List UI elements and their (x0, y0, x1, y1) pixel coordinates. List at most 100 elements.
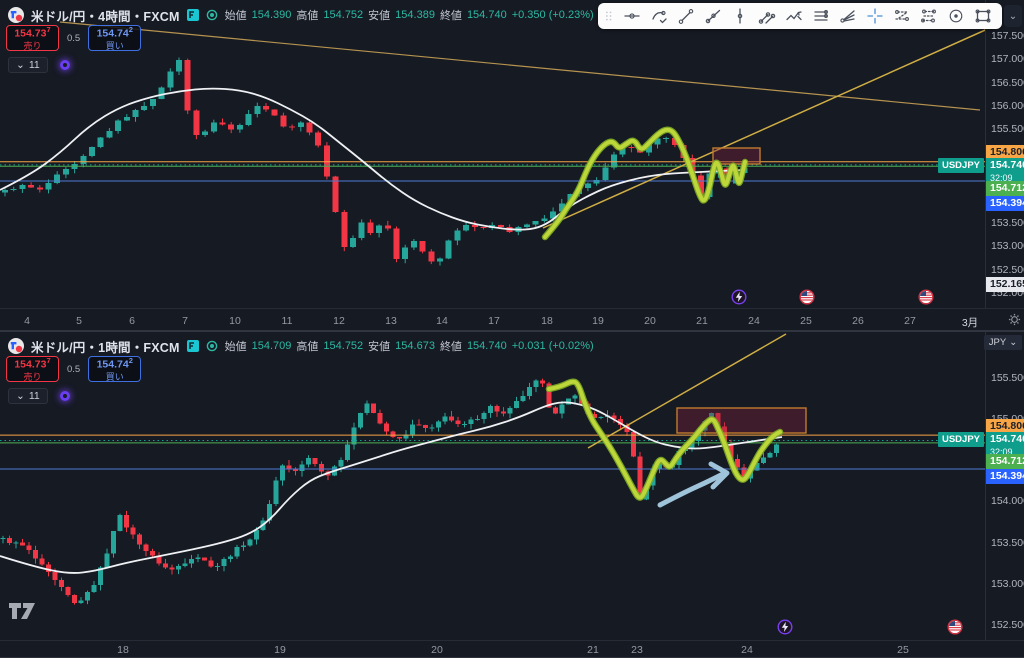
fib-channel-tool-icon[interactable] (889, 5, 914, 27)
time-tick: 6 (129, 315, 135, 327)
time-axis[interactable]: 18 19 20 21 23 24 25 (0, 640, 1024, 658)
time-tick: 10 (229, 315, 241, 327)
earnings-bolt-event-icon[interactable] (731, 289, 747, 305)
price-label: 154.806 (986, 145, 1024, 160)
change-readout: +0.031 (+0.02%) (511, 340, 594, 352)
sell-button[interactable]: 154.737 売り (6, 356, 59, 382)
time-tick: 5 (76, 315, 82, 327)
indicators-collapsed-pill[interactable]: ⌄ 11 (8, 57, 48, 73)
spread-value: 0.5 (67, 32, 81, 44)
indicator-status-icon[interactable] (59, 60, 70, 70)
cross-line-tool-icon[interactable] (619, 5, 644, 27)
time-tick: 20 (431, 644, 443, 656)
price-label: 154.74032:09 (986, 158, 1024, 184)
trade-widget-4h: 154.737 売り 0.5 154.742 買い (6, 25, 142, 51)
fxcm-logo-icon (186, 9, 199, 21)
earnings-bolt-event-icon[interactable] (777, 619, 793, 635)
chart-panel-4h: 米ドル/円・4時間・FXCM 始値 154.390 高値 154.752 安値 154… (0, 0, 1024, 331)
ray-tool-icon[interactable] (700, 5, 725, 27)
price-axis[interactable]: 155.500155.000154.000153.500153.000152.5… (985, 331, 1024, 640)
chevron-down-icon: ⌄ (16, 59, 25, 71)
trade-widget-1h: 154.737 売り 0.5 154.742 買い (6, 356, 142, 382)
vertical-line-tool-icon[interactable] (727, 5, 752, 27)
time-tick: 13 (385, 315, 397, 327)
price-tick: 153.000 (991, 240, 1024, 253)
time-tick: 25 (897, 644, 909, 656)
tradingview-symbol-logo-icon[interactable] (8, 7, 24, 23)
brush-tool-icon[interactable] (646, 5, 671, 27)
chevron-down-icon: ⌄ (1009, 337, 1018, 348)
time-tick: 19 (274, 644, 286, 656)
pitchfork-tool-icon[interactable] (835, 5, 860, 27)
market-status-icon[interactable] (206, 9, 218, 21)
price-tick: 155.500 (991, 123, 1024, 136)
price-label: 154.712 (986, 181, 1024, 196)
price-chart-canvas[interactable] (0, 331, 985, 640)
time-tick: 21 (696, 315, 708, 327)
price-axis[interactable]: 157.500 157.000 156.500 156.000 155.500 153.5… (985, 0, 1024, 308)
indicator-legend-4h: ⌄ 11 (8, 57, 70, 73)
time-tick: 27 (904, 315, 916, 327)
price-label: 154.394 (986, 469, 1024, 484)
tradingview-logo[interactable] (8, 599, 42, 628)
time-tick: 4 (24, 315, 30, 327)
sell-button[interactable]: 154.737 売り (6, 25, 59, 51)
parallel-channel-tool-icon[interactable] (754, 5, 779, 27)
us-economic-event-flag-icon[interactable] (918, 289, 934, 305)
change-readout: +0.350 (+0.23%) (511, 9, 594, 21)
price-label: 154.394 (986, 196, 1024, 211)
symbol-price-tag: USDJPY (938, 432, 984, 447)
chart-header-1h: 米ドル/円・1時間・FXCM 始値 154.709 高値 154.752 安値 154… (8, 337, 594, 355)
price-label: 154.74032:09 (986, 432, 1024, 458)
time-tick: 18 (117, 644, 129, 656)
drawing-toolbar (598, 3, 1002, 29)
price-tick: 153.500 (991, 536, 1024, 549)
time-tick: 23 (631, 644, 643, 656)
time-tick: 25 (800, 315, 812, 327)
spread-value: 0.5 (67, 363, 81, 375)
time-tick: 17 (488, 315, 500, 327)
trend-line-tool-icon[interactable] (673, 5, 698, 27)
price-tick: 155.500 (991, 372, 1024, 384)
price-tick: 152.500 (991, 263, 1024, 276)
toolbar-collapse-button[interactable]: ⌄ (1004, 5, 1022, 27)
ohlc-readout: 始値 154.390 高値 154.752 安値 154.389 終値 154.740 … (224, 9, 594, 22)
symbol-price-tag: USDJPY (938, 158, 984, 173)
currency-unit-button[interactable]: JPY ⌄ (984, 335, 1022, 350)
time-tick: 21 (587, 644, 599, 656)
crosshair-tool-icon[interactable] (862, 5, 887, 27)
market-status-icon[interactable] (206, 340, 218, 352)
time-axis[interactable]: 4 5 6 7 10 11 12 13 14 17 18 19 20 21 24 25 26 27 3月 (0, 308, 1024, 330)
price-tick: 153.000 (991, 577, 1024, 590)
panel-separator[interactable] (0, 330, 1024, 332)
us-economic-event-flag-icon[interactable] (799, 289, 815, 305)
chart-header-4h: 米ドル/円・4時間・FXCM 始値 154.390 高値 154.752 安値 154… (8, 6, 594, 24)
fxcm-logo-icon (186, 340, 199, 352)
time-tick: 12 (333, 315, 345, 327)
indicators-collapsed-pill[interactable]: ⌄ 11 (8, 388, 48, 404)
ellipse-tool-icon[interactable] (943, 5, 968, 27)
indicator-status-icon[interactable] (59, 391, 70, 401)
tradingview-symbol-logo-icon[interactable] (8, 338, 24, 354)
price-chart-canvas[interactable] (0, 0, 985, 308)
rectangle-tool-icon[interactable] (970, 5, 995, 27)
symbol-title[interactable]: 米ドル/円・4時間・FXCM (31, 9, 180, 24)
wave-tool-icon[interactable] (781, 5, 806, 27)
drag-handle[interactable] (604, 5, 617, 27)
ohlc-readout: 始値 154.709 高値 154.752 安値 154.673 終値 154.740 … (224, 340, 594, 353)
price-tick: 154.000 (991, 495, 1024, 508)
horizontal-rays-tool-icon[interactable] (808, 5, 833, 27)
time-tick: 14 (436, 315, 448, 327)
indicator-legend-1h: ⌄ 11 (8, 388, 70, 404)
time-tick: 11 (281, 315, 293, 327)
us-economic-event-flag-icon[interactable] (947, 619, 963, 635)
symbol-title[interactable]: 米ドル/円・1時間・FXCM (31, 340, 180, 355)
buy-button[interactable]: 154.742 買い (88, 25, 142, 51)
buy-button[interactable]: 154.742 買い (88, 356, 142, 382)
chart-panel-1h: 米ドル/円・1時間・FXCM 始値 154.709 高値 154.752 安値 154… (0, 331, 1024, 658)
disjoint-channel-tool-icon[interactable] (916, 5, 941, 27)
axis-settings-gear-icon[interactable] (1008, 313, 1021, 331)
time-tick: 3月 (961, 317, 979, 329)
price-tick: 156.500 (991, 76, 1024, 89)
